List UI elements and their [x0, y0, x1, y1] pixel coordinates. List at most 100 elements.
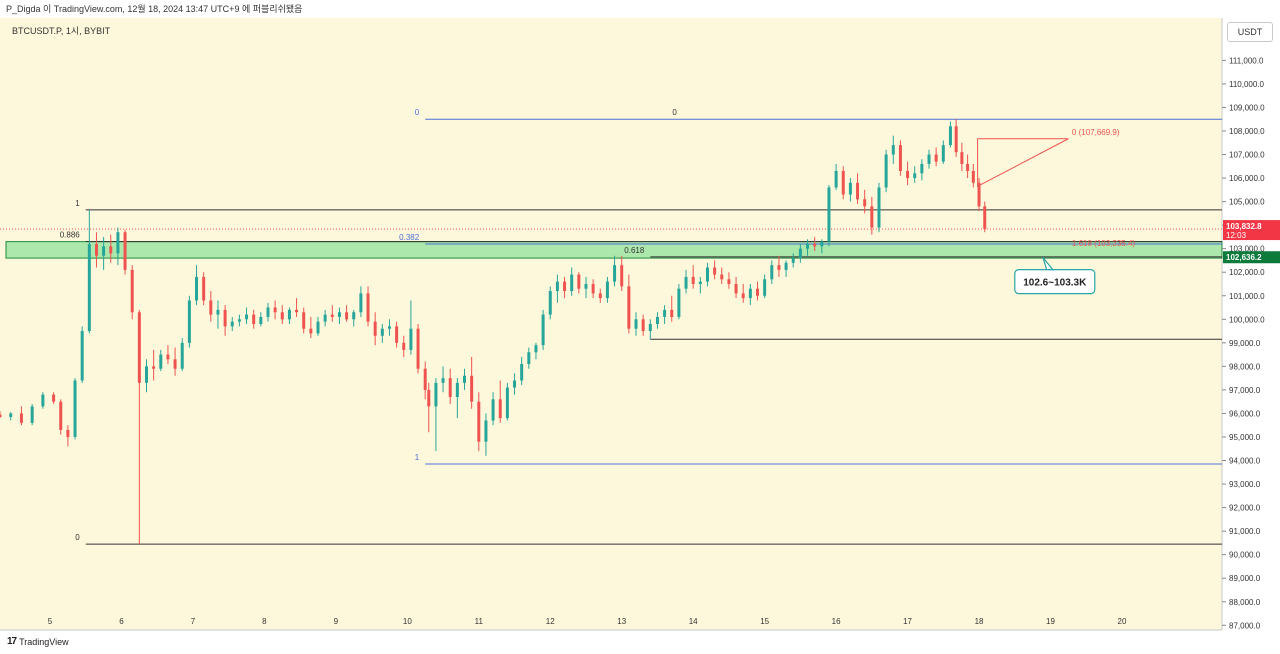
- candle-body: [187, 300, 191, 343]
- candle-body: [137, 312, 141, 383]
- candle-body: [80, 331, 84, 381]
- candle-body: [906, 171, 910, 179]
- candle-body: [423, 368, 427, 390]
- candle-body: [884, 154, 888, 188]
- candle-body: [230, 321, 234, 327]
- candle-body: [395, 326, 399, 343]
- fib-level-label: 1: [75, 199, 80, 208]
- candle-body: [641, 319, 645, 332]
- candle-body: [791, 258, 795, 263]
- y-tick-label: 100,000.0: [1229, 315, 1265, 324]
- y-tick-label: 106,000.0: [1229, 174, 1265, 183]
- candle-body: [373, 321, 377, 336]
- callout-text: 102.6~103.3K: [1023, 278, 1087, 289]
- candle-body: [477, 401, 481, 442]
- candle-body: [541, 314, 545, 346]
- candle-body: [266, 307, 270, 317]
- currency-button[interactable]: USDT: [1227, 22, 1273, 42]
- y-tick-label: 91,000.0: [1229, 527, 1261, 536]
- candle-body: [441, 378, 445, 383]
- candle-body: [505, 387, 509, 419]
- candle-body: [30, 406, 34, 423]
- x-tick-label: 15: [760, 617, 769, 626]
- candle-body: [856, 182, 860, 200]
- tradingview-logo[interactable]: 17 TradingView: [7, 636, 69, 647]
- candle-body: [41, 394, 45, 407]
- candle-body: [827, 187, 831, 242]
- candle-body: [741, 293, 745, 299]
- candle-body: [898, 145, 902, 171]
- candle-body: [273, 307, 277, 313]
- candle-body: [416, 328, 420, 369]
- candle-body: [152, 366, 156, 369]
- candle-body: [223, 309, 227, 327]
- candle-body: [352, 312, 356, 320]
- candle-body: [380, 328, 384, 336]
- candle-body: [498, 399, 502, 419]
- candle-body: [598, 293, 602, 299]
- triangle-label-top: 0 (107,669.9): [1072, 128, 1120, 137]
- x-tick-label: 8: [262, 617, 267, 626]
- candle-body: [591, 283, 595, 294]
- candle-body: [87, 243, 91, 332]
- y-tick-label: 92,000.0: [1229, 504, 1261, 513]
- plot-background: [0, 18, 1222, 630]
- zone-price-value: 102,636.2: [1226, 253, 1262, 262]
- candle-body: [202, 276, 206, 301]
- candle-body: [19, 413, 23, 423]
- candle-body: [555, 281, 559, 292]
- y-tick-label: 94,000.0: [1229, 457, 1261, 466]
- candle-body: [116, 232, 120, 254]
- candle-body: [463, 375, 467, 383]
- y-tick-label: 105,000.0: [1229, 198, 1265, 207]
- candle-body: [977, 182, 981, 207]
- candle-body: [570, 274, 574, 292]
- candle-body: [913, 173, 917, 179]
- countdown-value: 12:03: [1226, 231, 1247, 240]
- candle-body: [309, 328, 313, 334]
- y-tick-label: 103,000.0: [1229, 245, 1265, 254]
- candle-body: [863, 199, 867, 207]
- candle-body: [216, 309, 220, 315]
- y-tick-label: 97,000.0: [1229, 386, 1261, 395]
- y-tick-label: 99,000.0: [1229, 339, 1261, 348]
- candle-body: [144, 366, 148, 383]
- candle-body: [941, 145, 945, 162]
- candle-body: [927, 154, 931, 164]
- candle-body: [613, 265, 617, 282]
- candle-body: [59, 401, 63, 430]
- candle-body: [677, 288, 681, 317]
- candle-body: [484, 420, 488, 442]
- y-tick-label: 90,000.0: [1229, 551, 1261, 560]
- candle-body: [670, 309, 674, 317]
- candle-body: [705, 267, 709, 282]
- x-tick-label: 18: [975, 617, 984, 626]
- y-tick-label: 95,000.0: [1229, 433, 1261, 442]
- candle-body: [820, 241, 824, 247]
- candle-body: [813, 243, 817, 247]
- bottom-bar: [0, 634, 1280, 654]
- callout-box: [1014, 269, 1096, 295]
- zone-price-tag: [1223, 251, 1280, 264]
- y-tick-label: 98,000.0: [1229, 362, 1261, 371]
- y-tick-label: 101,000.0: [1229, 292, 1265, 301]
- candle-body: [634, 319, 638, 329]
- candle-body: [448, 378, 452, 397]
- candle-body: [237, 319, 241, 322]
- candle-body: [713, 267, 717, 275]
- x-tick-label: 5: [48, 617, 53, 626]
- candle-body: [366, 293, 370, 322]
- current-price-tag: [1223, 220, 1280, 241]
- x-tick-label: 13: [617, 617, 626, 626]
- fib-level-label: 0: [75, 533, 80, 542]
- candle-body: [877, 187, 881, 228]
- candle-body: [180, 342, 184, 369]
- candle-body: [920, 163, 924, 174]
- y-tick-label: 102,000.0: [1229, 268, 1265, 277]
- symbol-label: BTCUSDT.P, 1시, BYBIT: [12, 26, 111, 36]
- candle-body: [66, 429, 70, 437]
- y-tick-label: 87,000.0: [1229, 621, 1261, 630]
- candle-body: [295, 309, 299, 313]
- triangle-drawing: [977, 138, 1069, 188]
